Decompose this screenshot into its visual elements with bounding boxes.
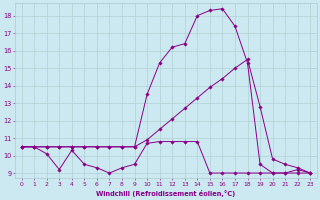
X-axis label: Windchill (Refroidissement éolien,°C): Windchill (Refroidissement éolien,°C)	[96, 190, 236, 197]
